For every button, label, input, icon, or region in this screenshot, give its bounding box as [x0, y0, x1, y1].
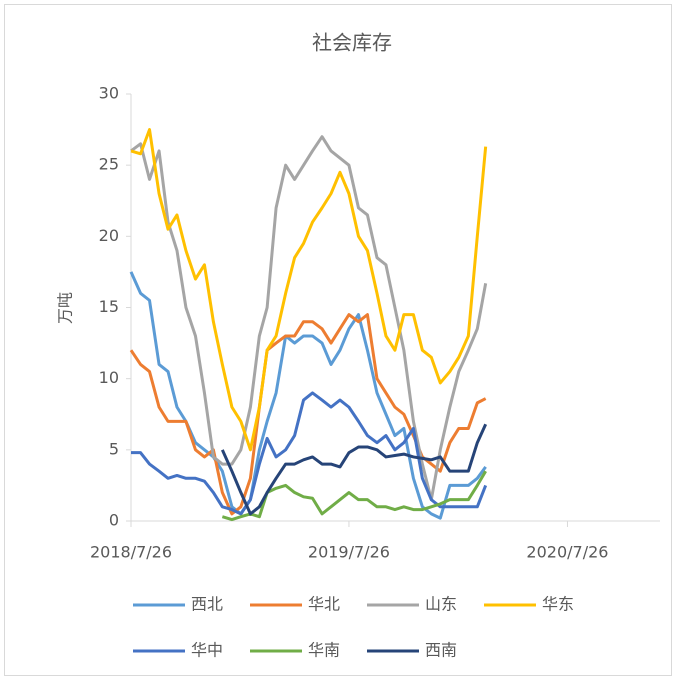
legend-label: 山东 [425, 595, 457, 614]
legend-label: 华中 [191, 641, 223, 660]
x-tick-label: 2019/7/26 [308, 543, 390, 562]
y-tick-label: 5 [109, 439, 119, 458]
legend-label: 华东 [542, 595, 574, 614]
x-tick-label: 2018/7/26 [90, 543, 172, 562]
y-axis-label: 万吨 [56, 292, 75, 324]
series-line [130, 128, 488, 452]
y-tick-label: 0 [109, 511, 119, 530]
legend-label: 西南 [425, 641, 457, 660]
y-tick-label: 30 [99, 84, 119, 103]
y-tick-label: 25 [99, 155, 119, 174]
y-tick-label: 10 [99, 368, 119, 387]
legend-label: 华南 [308, 641, 340, 660]
series-line [131, 391, 488, 516]
series-line [130, 135, 488, 502]
series-line [220, 423, 488, 516]
y-tick-label: 20 [99, 226, 119, 245]
x-tick-label: 2020/7/26 [526, 543, 608, 562]
chart-frame [4, 4, 672, 676]
chart-title: 社会库存 [312, 31, 392, 55]
legend-label: 华北 [308, 595, 340, 614]
legend-label: 西北 [191, 595, 223, 614]
y-tick-label: 15 [99, 297, 119, 316]
